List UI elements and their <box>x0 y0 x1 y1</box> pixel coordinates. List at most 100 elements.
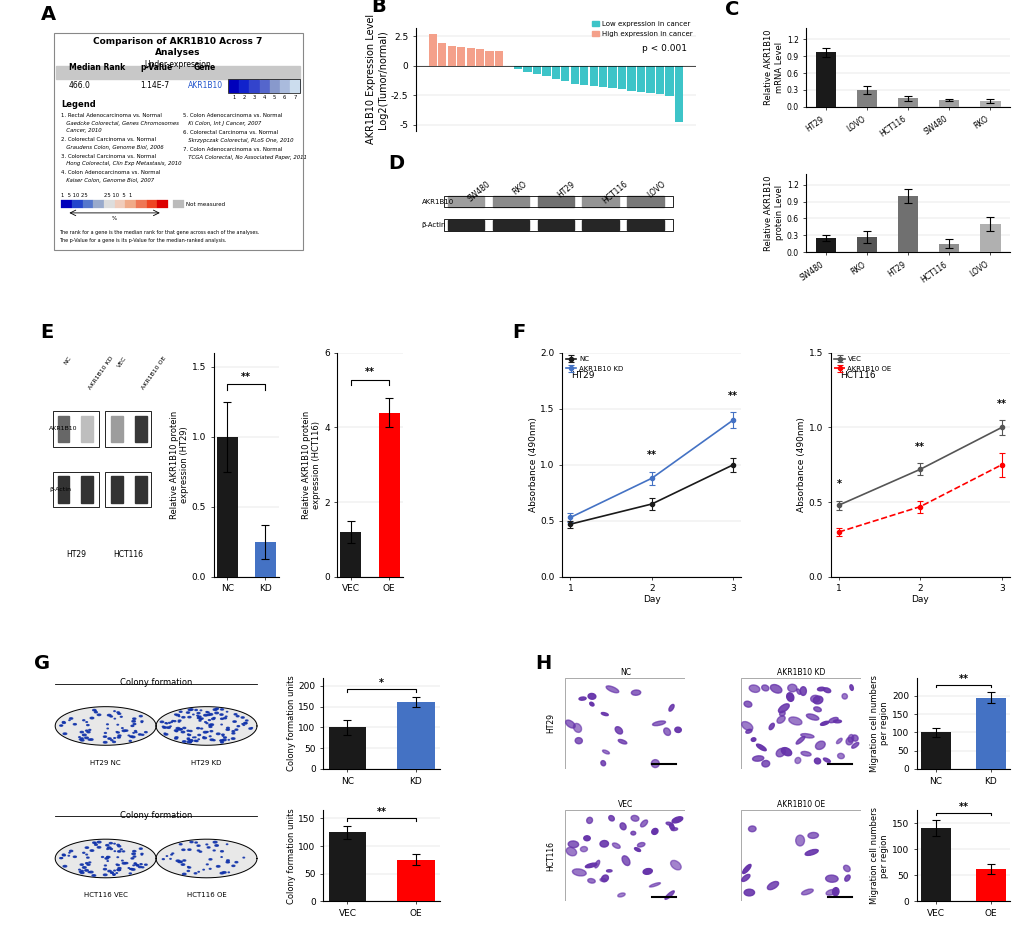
Text: F: F <box>512 323 525 342</box>
Text: SW480: SW480 <box>466 179 492 204</box>
Ellipse shape <box>83 734 86 736</box>
Text: HCT116 VEC: HCT116 VEC <box>84 892 127 899</box>
Ellipse shape <box>565 720 575 728</box>
Bar <box>105 411 151 447</box>
Ellipse shape <box>836 738 842 744</box>
Ellipse shape <box>675 727 681 732</box>
Ellipse shape <box>63 733 66 734</box>
Ellipse shape <box>814 741 824 749</box>
Ellipse shape <box>220 851 223 852</box>
Ellipse shape <box>139 733 142 735</box>
Ellipse shape <box>178 720 180 721</box>
Text: LOVO: LOVO <box>645 179 666 200</box>
Y-axis label: Relative AKR1B10 protein
expression (HT29): Relative AKR1B10 protein expression (HT2… <box>169 410 189 519</box>
Ellipse shape <box>87 725 89 726</box>
Ellipse shape <box>63 866 66 867</box>
Ellipse shape <box>93 842 96 843</box>
Ellipse shape <box>111 872 113 873</box>
Ellipse shape <box>199 851 202 853</box>
Ellipse shape <box>85 870 89 871</box>
Text: Analyses: Analyses <box>155 48 201 57</box>
Bar <box>378 412 399 577</box>
Text: AKR1B10 KD: AKR1B10 KD <box>88 355 114 391</box>
Ellipse shape <box>142 867 144 868</box>
Ellipse shape <box>97 841 101 843</box>
Text: p-Value: p-Value <box>140 63 172 72</box>
Y-axis label: Migration cell numbers
per region: Migration cell numbers per region <box>869 675 889 772</box>
Text: β-Actin: β-Actin <box>49 487 71 492</box>
Text: **: ** <box>646 451 656 460</box>
Text: Colony formation: Colony formation <box>120 679 193 687</box>
Text: AKR1B10: AKR1B10 <box>421 198 453 205</box>
Bar <box>83 200 93 208</box>
Text: HT29 NC: HT29 NC <box>91 760 121 766</box>
Bar <box>82 476 94 503</box>
Ellipse shape <box>131 736 135 738</box>
Ellipse shape <box>187 738 190 739</box>
Text: 6: 6 <box>282 96 286 100</box>
Text: **: ** <box>242 372 251 381</box>
Text: AKR1B10 OE: AKR1B10 OE <box>141 355 167 391</box>
Text: HT29: HT29 <box>546 714 555 733</box>
Ellipse shape <box>849 685 853 690</box>
Ellipse shape <box>813 707 820 712</box>
Ellipse shape <box>669 860 681 870</box>
Ellipse shape <box>116 865 119 866</box>
Ellipse shape <box>97 847 101 848</box>
Bar <box>443 219 673 231</box>
Ellipse shape <box>748 685 759 692</box>
Ellipse shape <box>176 715 179 716</box>
Ellipse shape <box>249 728 252 730</box>
Bar <box>259 80 269 92</box>
Bar <box>598 66 606 87</box>
Text: Comparison of AKR1B10 Across 7: Comparison of AKR1B10 Across 7 <box>94 38 263 46</box>
Ellipse shape <box>210 724 213 726</box>
Ellipse shape <box>145 864 147 865</box>
Bar <box>289 80 300 92</box>
Ellipse shape <box>95 844 97 845</box>
Bar <box>93 200 104 208</box>
Ellipse shape <box>133 723 136 725</box>
Ellipse shape <box>55 707 156 746</box>
Ellipse shape <box>215 845 218 846</box>
Text: Cancer, 2010: Cancer, 2010 <box>61 129 102 133</box>
Text: *: * <box>836 480 841 489</box>
Ellipse shape <box>182 860 185 861</box>
Ellipse shape <box>90 871 93 873</box>
Ellipse shape <box>651 828 657 835</box>
Bar <box>447 220 484 230</box>
Bar <box>104 200 114 208</box>
Ellipse shape <box>605 685 619 693</box>
Bar <box>125 200 136 208</box>
Ellipse shape <box>198 716 201 717</box>
Ellipse shape <box>209 726 212 728</box>
Ellipse shape <box>806 714 818 720</box>
Text: The rank for a gene is the median rank for that gene across each of the analyses: The rank for a gene is the median rank f… <box>58 230 259 235</box>
Ellipse shape <box>246 720 248 721</box>
Text: Not measured: Not measured <box>186 202 225 207</box>
Ellipse shape <box>131 853 136 854</box>
Ellipse shape <box>226 860 229 861</box>
Ellipse shape <box>220 740 223 742</box>
Y-axis label: Relative AKR1B10
mRNA Level: Relative AKR1B10 mRNA Level <box>763 30 783 105</box>
Ellipse shape <box>671 828 677 831</box>
Ellipse shape <box>668 704 674 711</box>
Bar <box>920 732 950 769</box>
Ellipse shape <box>73 856 76 857</box>
Text: 1  5 10 25: 1 5 10 25 <box>61 192 88 198</box>
Ellipse shape <box>178 729 181 731</box>
Ellipse shape <box>110 849 112 850</box>
Text: 25 10  5  1: 25 10 5 1 <box>104 192 132 198</box>
X-axis label: Day: Day <box>642 594 660 604</box>
Ellipse shape <box>622 855 630 866</box>
Ellipse shape <box>130 725 133 727</box>
Ellipse shape <box>145 731 147 732</box>
Ellipse shape <box>800 733 813 738</box>
Text: Colony formation: Colony formation <box>120 811 193 820</box>
Bar <box>655 66 663 94</box>
Ellipse shape <box>845 737 852 745</box>
Ellipse shape <box>118 868 121 869</box>
Text: AKR1B10 KD: AKR1B10 KD <box>776 668 824 677</box>
Ellipse shape <box>103 742 107 743</box>
Bar <box>560 66 569 81</box>
